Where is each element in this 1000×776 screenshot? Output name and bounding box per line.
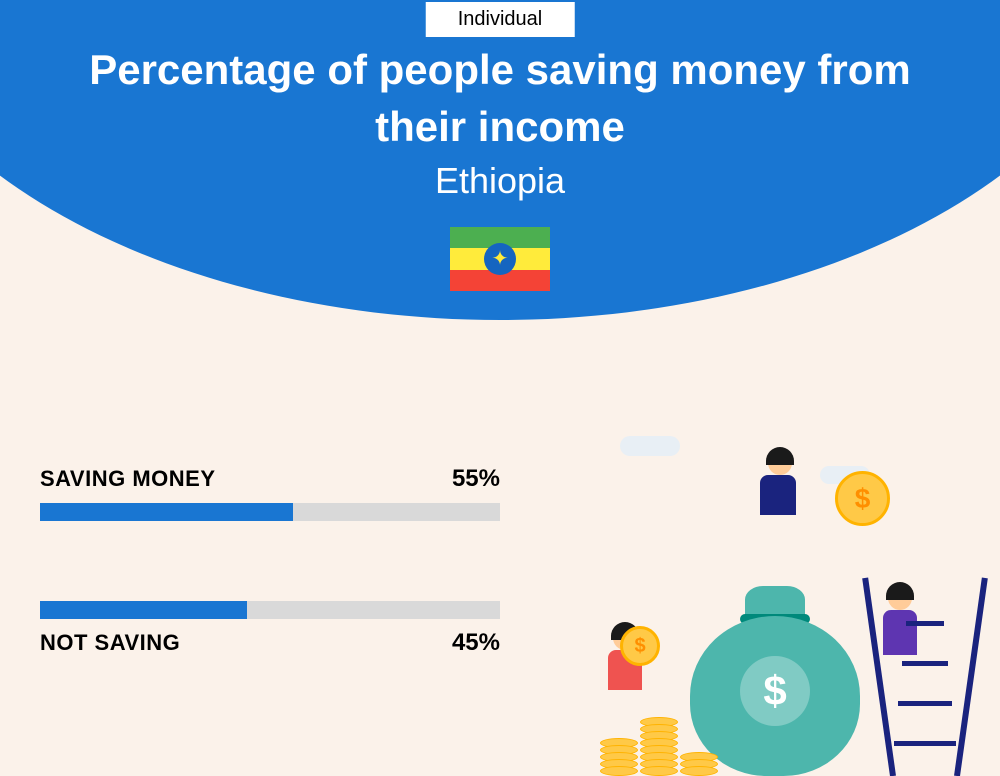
flag-star-icon: ✦ <box>492 249 509 269</box>
main-title: Percentage of people saving money from t… <box>0 42 1000 155</box>
bar-value: 45% <box>452 629 500 657</box>
cloud-icon <box>620 436 680 456</box>
country-name: Ethiopia <box>0 160 1000 202</box>
category-badge: Individual <box>426 2 575 37</box>
bar-chart: SAVING MONEY 55% NOT SAVING 45% <box>40 465 500 737</box>
money-bag-icon: $ <box>690 586 860 776</box>
ladder-icon <box>890 576 960 776</box>
bar-not-saving: NOT SAVING 45% <box>40 601 500 657</box>
bar-value: 55% <box>452 465 500 493</box>
dollar-icon: $ <box>740 656 810 726</box>
bar-fill <box>40 601 247 619</box>
bar-label: NOT SAVING <box>40 630 180 656</box>
ethiopia-flag: ✦ <box>450 227 550 291</box>
bar-track <box>40 503 500 521</box>
bar-saving: SAVING MONEY 55% <box>40 465 500 521</box>
bar-track <box>40 601 500 619</box>
savings-illustration: $ $ $ <box>580 426 980 776</box>
coin-stack-icon <box>680 755 718 776</box>
coin-stack-icon <box>600 741 638 776</box>
coin-stack-icon <box>640 720 678 776</box>
bar-label: SAVING MONEY <box>40 466 216 492</box>
coin-icon: $ <box>620 626 660 666</box>
flag-emblem: ✦ <box>484 243 516 275</box>
bar-fill <box>40 503 293 521</box>
coin-icon: $ <box>835 471 890 526</box>
person-top-icon <box>750 451 810 531</box>
